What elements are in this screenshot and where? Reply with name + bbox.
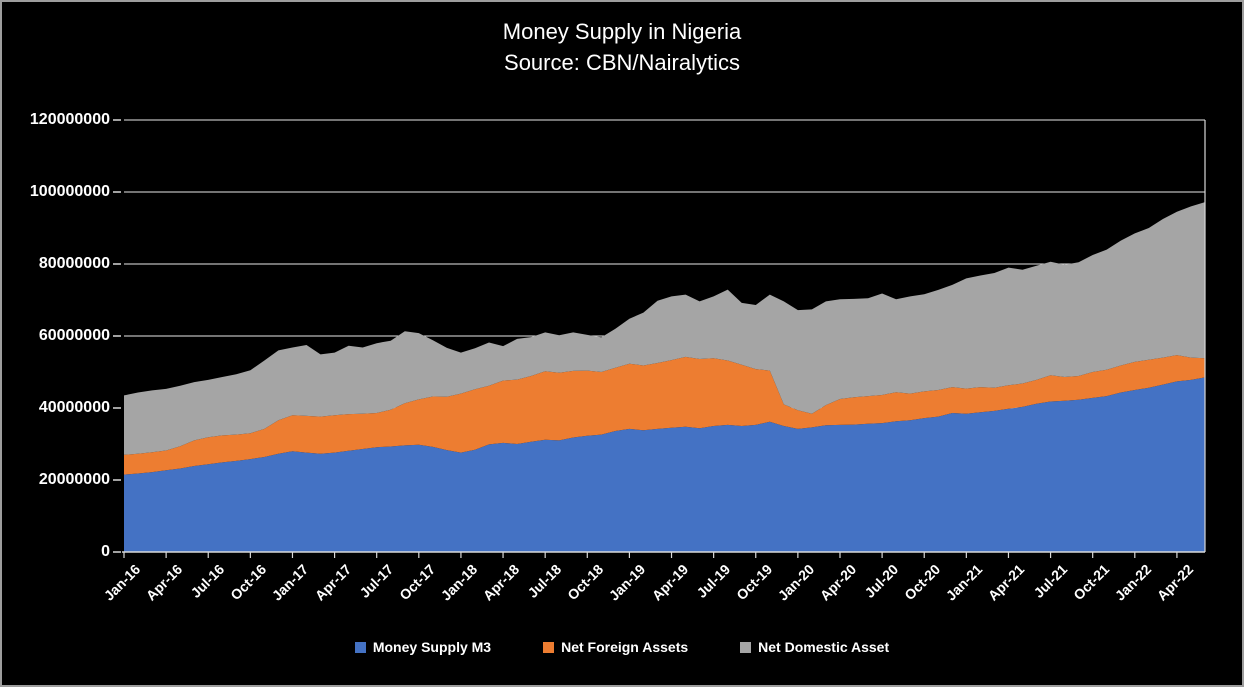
legend-swatch-nfa-icon bbox=[543, 641, 555, 653]
y-axis-label: 120000000 bbox=[29, 111, 110, 128]
y-axis-label: 100000000 bbox=[29, 183, 110, 200]
area-band-net-domestic-asset bbox=[124, 202, 1205, 455]
legend-label-nda: Net Domestic Asset bbox=[758, 639, 890, 655]
chart-title: Money Supply in Nigeria bbox=[502, 19, 742, 44]
legend-item-net-foreign-assets: Net Foreign Assets bbox=[543, 639, 688, 655]
y-axis-label: 40000000 bbox=[38, 399, 110, 416]
y-axis-label: 80000000 bbox=[38, 255, 110, 272]
legend-swatch-m3-icon bbox=[354, 641, 366, 653]
y-axis-label: 0 bbox=[101, 543, 110, 560]
area-band-money-supply-m3 bbox=[124, 377, 1205, 552]
legend-item-money-supply-m3: Money Supply M3 bbox=[354, 639, 492, 655]
y-axis-label: 20000000 bbox=[38, 471, 110, 488]
legend-label-m3: Money Supply M3 bbox=[372, 639, 492, 655]
area-band-net-foreign-assets bbox=[124, 355, 1205, 475]
legend-swatch-nda-icon bbox=[740, 641, 752, 653]
legend: Money Supply M3 Net Foreign Assets Net D… bbox=[2, 639, 1242, 655]
chart-title-block: Money Supply in Nigeria Source: CBN/Nair… bbox=[2, 16, 1242, 78]
y-axis-label: 60000000 bbox=[38, 327, 110, 344]
chart-subtitle: Source: CBN/Nairalytics bbox=[504, 50, 740, 76]
legend-label-nfa: Net Foreign Assets bbox=[561, 639, 689, 655]
legend-item-net-domestic-asset: Net Domestic Asset bbox=[740, 639, 889, 655]
